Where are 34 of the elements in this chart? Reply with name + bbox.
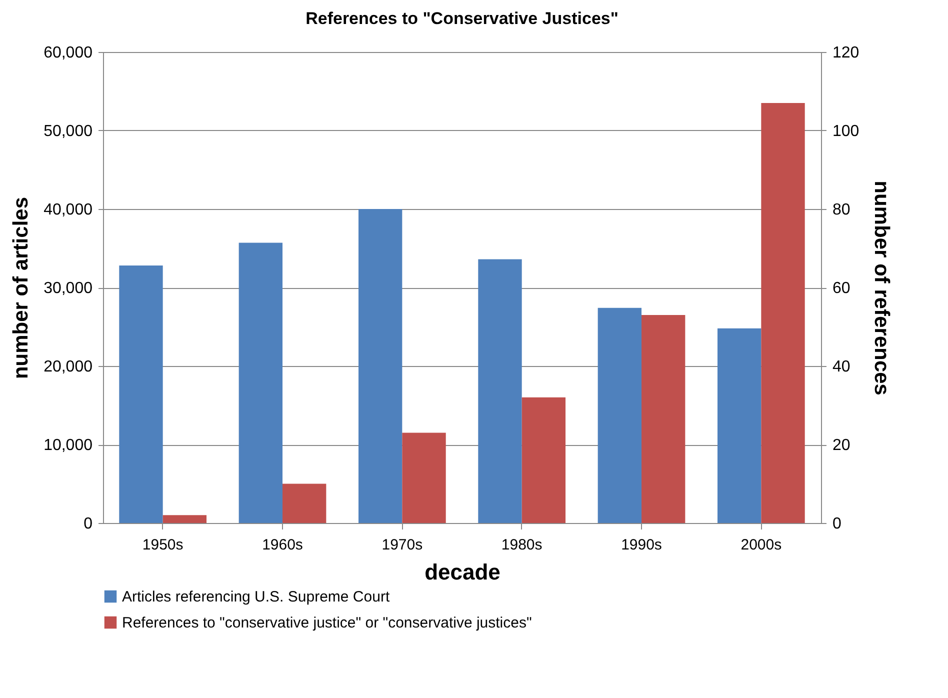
y2-tick-label: 60	[832, 280, 850, 297]
x-tick-label: 1970s	[382, 536, 423, 554]
y2-tick-label: 0	[832, 516, 842, 532]
y-tick-label: 50,000	[44, 123, 93, 140]
y2-axis-title: number of references	[870, 180, 894, 396]
y2-tick-label: 120	[832, 44, 860, 62]
bar	[478, 259, 522, 523]
y-tick-label: 40,000	[44, 202, 93, 218]
y2-tick-label: 20	[832, 437, 850, 454]
y-tick-label: 30,000	[44, 280, 93, 297]
y-tick-label: 10,000	[44, 437, 93, 454]
x-tick-label: 1980s	[501, 536, 542, 554]
y2-tick-label: 40	[832, 358, 850, 376]
y-axis-title: number of articles	[10, 196, 33, 380]
y2-tick-label: 80	[832, 202, 850, 218]
bar	[238, 242, 282, 523]
y-tick-label: 20,000	[44, 358, 93, 376]
chart-title: References to "Conservative Justices"	[306, 9, 618, 28]
x-axis-title: decade	[424, 560, 500, 584]
x-tick-label: 1960s	[262, 536, 303, 554]
bar	[761, 103, 805, 523]
legend-label: Articles referencing U.S. Supreme Court	[122, 588, 390, 606]
x-tick-label: 2000s	[740, 536, 782, 554]
y-tick-label: 0	[84, 516, 93, 532]
y-tick-label: 60,000	[44, 44, 93, 62]
y2-tick-label: 100	[832, 123, 860, 140]
bar	[358, 209, 402, 523]
x-tick-label: 1950s	[142, 536, 184, 554]
bar	[119, 266, 163, 523]
legend-label: References to "conservative justice" or "conservative justices"	[122, 614, 532, 632]
bar	[162, 515, 207, 523]
x-tick-label: 1990s	[621, 536, 662, 554]
bar	[402, 432, 446, 523]
bar	[282, 484, 326, 523]
